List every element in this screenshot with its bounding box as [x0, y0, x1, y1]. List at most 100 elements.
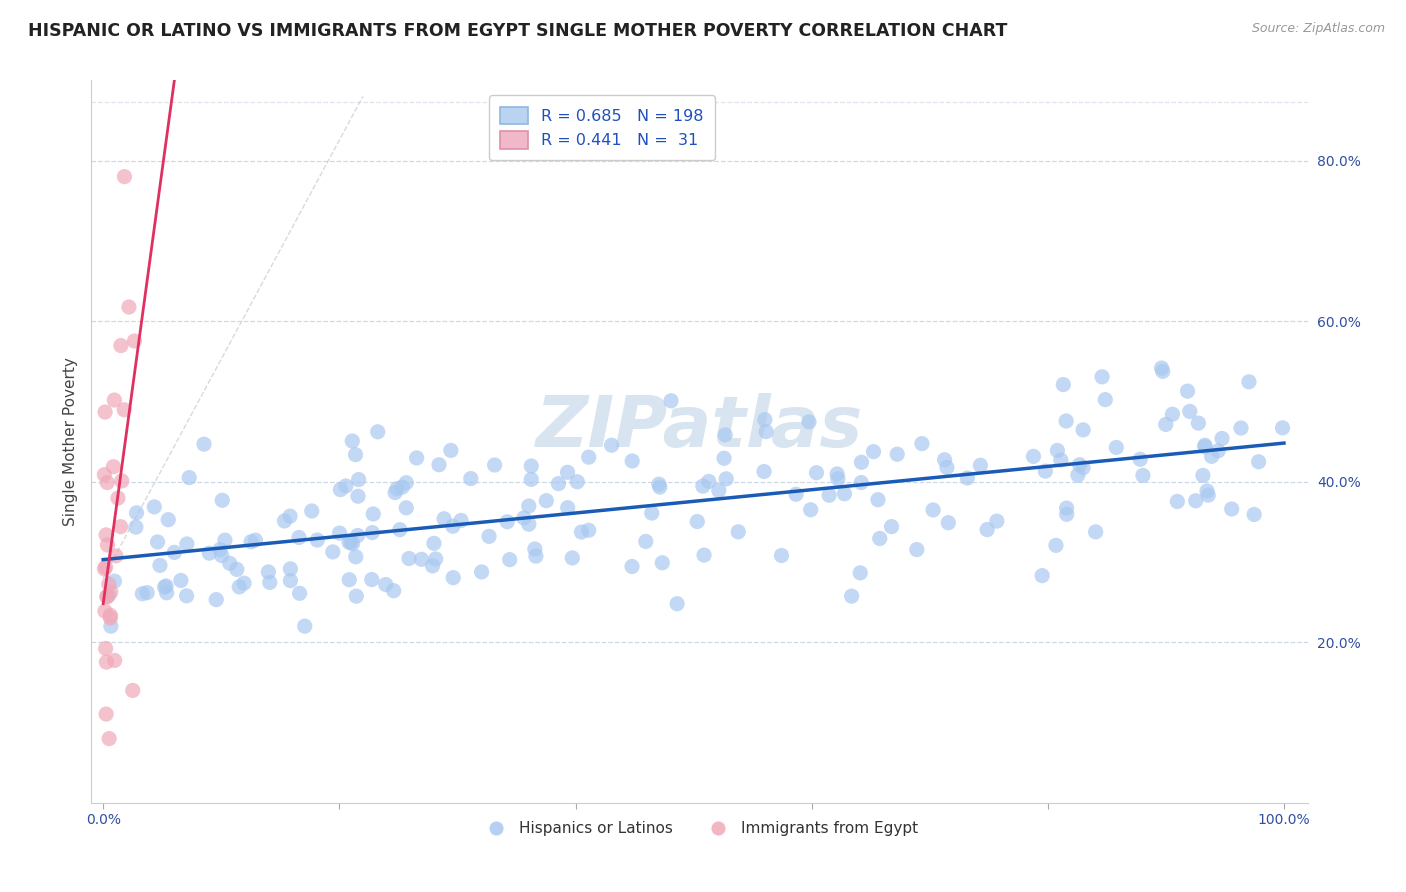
Point	[170, 574, 193, 588]
Point	[361, 507, 384, 521]
Point	[110, 519, 132, 533]
Point	[976, 523, 998, 537]
Point	[94, 560, 117, 574]
Point	[841, 589, 863, 603]
Point	[800, 502, 823, 516]
Point	[395, 500, 418, 515]
Point	[1230, 421, 1253, 435]
Point	[259, 575, 281, 590]
Point	[340, 535, 363, 549]
Point	[1194, 438, 1216, 452]
Point	[280, 574, 302, 588]
Point	[697, 475, 720, 489]
Point	[322, 545, 344, 559]
Point	[1195, 483, 1218, 498]
Point	[342, 537, 364, 551]
Point	[388, 523, 411, 537]
Point	[496, 515, 519, 529]
Point	[94, 707, 117, 722]
Point	[111, 474, 134, 488]
Point	[714, 428, 737, 442]
Point	[1237, 375, 1260, 389]
Point	[347, 473, 370, 487]
Point	[100, 584, 122, 599]
Point	[1091, 369, 1114, 384]
Point	[755, 425, 778, 439]
Point	[1220, 502, 1243, 516]
Point	[112, 402, 135, 417]
Point	[344, 589, 367, 603]
Point	[1071, 460, 1094, 475]
Point	[146, 535, 169, 549]
Point	[1071, 423, 1094, 437]
Point	[288, 531, 311, 545]
Point	[335, 479, 357, 493]
Point	[866, 492, 889, 507]
Point	[288, 586, 311, 600]
Point	[834, 487, 856, 501]
Point	[136, 585, 159, 599]
Point	[433, 512, 456, 526]
Point	[648, 480, 671, 494]
Point	[110, 338, 132, 352]
Point	[934, 452, 956, 467]
Point	[693, 548, 716, 562]
Point	[517, 517, 540, 532]
Point	[969, 458, 991, 473]
Point	[96, 590, 118, 604]
Point	[1194, 440, 1216, 454]
Point	[97, 577, 120, 591]
Point	[513, 511, 536, 525]
Point	[344, 448, 367, 462]
Point	[98, 731, 121, 746]
Point	[880, 519, 903, 533]
Point	[94, 604, 117, 618]
Point	[104, 549, 127, 563]
Point	[578, 450, 600, 465]
Point	[155, 579, 177, 593]
Point	[849, 566, 872, 580]
Point	[104, 653, 127, 667]
Point	[692, 479, 714, 493]
Point	[1033, 464, 1056, 478]
Point	[225, 562, 247, 576]
Point	[131, 587, 153, 601]
Point	[98, 608, 121, 623]
Point	[328, 526, 350, 541]
Legend: Hispanics or Latinos, Immigrants from Egypt: Hispanics or Latinos, Immigrants from Eg…	[474, 815, 925, 842]
Point	[96, 590, 118, 604]
Point	[405, 450, 427, 465]
Point	[176, 589, 198, 603]
Point	[97, 588, 120, 602]
Point	[641, 506, 664, 520]
Point	[103, 459, 125, 474]
Point	[1069, 458, 1091, 472]
Point	[94, 405, 117, 419]
Point	[214, 533, 236, 548]
Point	[337, 535, 360, 549]
Point	[1247, 455, 1270, 469]
Point	[536, 493, 558, 508]
Point	[1056, 508, 1078, 522]
Point	[567, 475, 589, 489]
Point	[427, 458, 450, 472]
Point	[228, 580, 250, 594]
Y-axis label: Single Mother Poverty: Single Mother Poverty	[62, 357, 77, 526]
Point	[93, 562, 115, 576]
Point	[118, 300, 141, 314]
Point	[342, 434, 364, 448]
Point	[1177, 384, 1199, 399]
Point	[797, 415, 820, 429]
Point	[280, 562, 302, 576]
Point	[561, 550, 583, 565]
Point	[1022, 450, 1045, 464]
Point	[520, 472, 543, 486]
Point	[121, 683, 143, 698]
Point	[211, 493, 233, 508]
Point	[208, 542, 231, 557]
Point	[1192, 468, 1215, 483]
Point	[517, 499, 540, 513]
Point	[124, 334, 146, 348]
Point	[96, 655, 118, 669]
Point	[1129, 452, 1152, 467]
